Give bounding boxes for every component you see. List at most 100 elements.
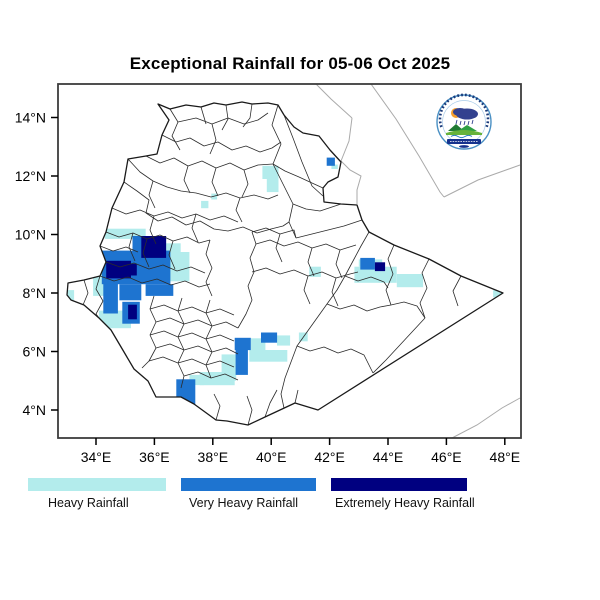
admin-boundary-line <box>148 180 156 209</box>
legend-swatch-extremely_heavy <box>331 478 467 491</box>
admin-boundary-line <box>280 231 370 409</box>
admin-boundary-line <box>264 389 278 418</box>
admin-boundary-line <box>111 207 239 223</box>
ethiopian-meteorology-institute-logo <box>436 93 492 150</box>
x-tick-label: 38°E <box>198 449 229 465</box>
admin-boundary-line <box>123 181 290 234</box>
red-sea-coast-line <box>370 83 445 198</box>
y-tick-label: 14°N <box>15 110 46 126</box>
admin-boundary-line <box>169 108 181 151</box>
rainfall-cell-heavy <box>169 252 190 282</box>
rainfall-cell-extremely_heavy <box>374 262 386 272</box>
map-frame <box>57 83 522 439</box>
admin-boundary-line <box>419 258 430 319</box>
rainfall-cell-heavy <box>250 338 266 350</box>
rainfall-cell-very_heavy <box>176 379 196 406</box>
rainfall-cell-heavy <box>277 335 291 346</box>
rainfall-cell-heavy <box>67 290 75 301</box>
admin-boundary-line <box>295 219 363 239</box>
admin-boundary-line <box>390 301 426 319</box>
rainfall-cell-very_heavy <box>234 337 251 351</box>
admin-boundary-line <box>205 239 213 297</box>
x-tick-label: 40°E <box>256 449 287 465</box>
gulf-of-aden-coast-line <box>443 164 521 198</box>
rainfall-cell-heavy <box>201 200 209 209</box>
logo-rain-icon <box>455 119 474 126</box>
admin-boundary-line <box>128 232 136 262</box>
admin-boundary-line <box>344 275 389 289</box>
axis-labels: 34°E 36°E 38°E 40°E 42°E 44°E 46°E 48°E 14°N 12°N… <box>15 110 520 466</box>
admin-boundary-line <box>141 295 157 369</box>
admin-boundary-line <box>145 155 274 171</box>
logo-mountains-icon <box>448 124 464 131</box>
legend-label-extremely_heavy: Extremely Heavy Rainfall <box>335 496 475 510</box>
admin-boundary-line <box>213 393 221 421</box>
rainfall-cell-very_heavy <box>326 157 335 166</box>
rainfall-cell-very_heavy <box>235 347 248 375</box>
rainfall-cell-heavy <box>446 341 456 351</box>
admin-boundary-line <box>251 227 297 239</box>
legend-label-heavy: Heavy Rainfall <box>48 496 129 510</box>
admin-boundary-line <box>331 277 339 307</box>
y-tick-label: 8°N <box>23 285 47 301</box>
admin-boundary-line <box>82 279 89 306</box>
legend-swatch-heavy <box>28 478 166 491</box>
admin-boundary-line <box>149 304 235 316</box>
legend-label-very_heavy: Very Heavy Rainfall <box>189 496 299 510</box>
rainfall-cell-heavy <box>396 274 424 288</box>
admin-boundary-line <box>95 275 104 319</box>
neighbor-country-borders <box>315 83 521 439</box>
admin-boundary-line <box>149 215 157 245</box>
admin-boundary-line <box>372 317 426 374</box>
x-tick-label: 48°E <box>490 449 521 465</box>
admin-boundary-line <box>235 197 243 223</box>
eritrea-coast-line <box>315 83 353 119</box>
admin-boundary-line <box>292 203 342 212</box>
rainfall-cell-heavy <box>266 177 279 193</box>
admin-boundary-line <box>275 233 283 263</box>
admin-boundary-line <box>99 245 139 253</box>
admin-boundary-line <box>148 356 235 368</box>
admin-boundary-line <box>335 249 343 279</box>
rainfall-cell-heavy <box>262 165 279 179</box>
admin-boundary-line <box>255 239 357 251</box>
x-tick-label: 44°E <box>373 449 404 465</box>
admin-boundary-line <box>241 169 249 198</box>
admin-boundary-line <box>221 104 229 131</box>
admin-boundary-line <box>155 343 239 355</box>
admin-boundary-line <box>183 371 239 381</box>
rainfall-cell-extremely_heavy <box>141 236 167 258</box>
ethiopia-national-border <box>66 101 504 426</box>
y-tick-label: 6°N <box>23 344 47 360</box>
admin-boundary-line <box>272 163 324 189</box>
x-tick-label: 36°E <box>139 449 170 465</box>
admin-boundary-line <box>183 165 191 194</box>
rainfall-cell-very_heavy <box>145 284 174 296</box>
admin-boundary-line <box>105 231 211 244</box>
admin-boundary-line <box>105 261 206 274</box>
x-tick-label: 46°E <box>431 449 462 465</box>
admin-boundary-line <box>142 238 150 268</box>
somalia-coast-line <box>451 397 521 439</box>
admin-boundary-line <box>99 275 211 288</box>
rainfall-cell-heavy <box>104 228 146 239</box>
admin-boundary-line <box>211 167 219 197</box>
admin-boundary-line <box>242 103 253 128</box>
admin-boundary-line <box>271 104 297 239</box>
admin-boundary-line <box>200 106 207 125</box>
y-tick-label: 4°N <box>23 402 47 418</box>
rainfall-cell-extremely_heavy <box>128 304 137 320</box>
admin-zone-boundaries <box>82 103 462 425</box>
admin-boundary-line <box>161 134 282 153</box>
logo-arc-text <box>438 93 490 128</box>
admin-boundary-line <box>296 345 374 374</box>
admin-boundary-line <box>168 240 176 270</box>
admin-boundary-line <box>326 303 392 312</box>
rainfall-cell-heavy <box>189 374 204 386</box>
admin-boundary-line <box>294 389 299 404</box>
admin-boundary-line <box>237 231 257 329</box>
admin-boundary-line <box>191 213 199 243</box>
admin-boundary-line <box>283 114 324 197</box>
